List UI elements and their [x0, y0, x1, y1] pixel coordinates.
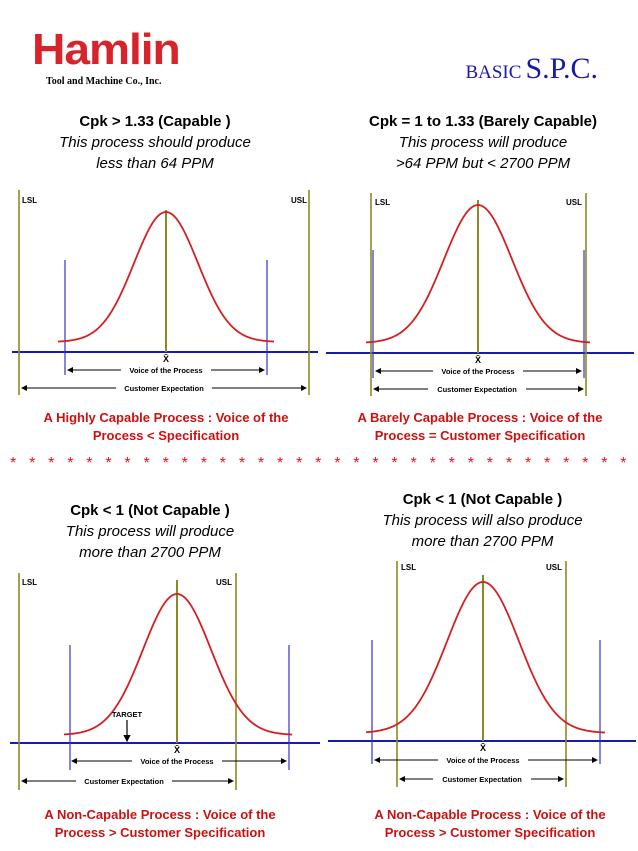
- panel-3-caption-line1: A Non-Capable Process : Voice of the: [44, 807, 276, 822]
- xbar-label-2: X̄: [475, 355, 481, 365]
- panel-2-cpk: Cpk = 1 to 1.33 (Barely Capable): [368, 113, 597, 130]
- logo-subtitle: Tool and Machine Co., Inc.: [46, 76, 162, 87]
- company-logo: Hamlin Tool and Machine Co., Inc.: [32, 25, 202, 88]
- usl-label-3: USL: [216, 578, 232, 587]
- panel-2-line3: >64 PPM but < 2700 PPM: [395, 155, 571, 172]
- diagram-1: LSL USL X̄ Voice of the Process Customer…: [12, 190, 318, 395]
- lsl-label-1: LSL: [22, 196, 37, 205]
- panel-3-cpk: Cpk < 1 (Not Capable ): [70, 502, 230, 519]
- panel-1-caption: A Highly Capable Process : Voice of the …: [18, 409, 314, 445]
- usl-label-2: USL: [566, 198, 582, 207]
- customer-label-bg-4: [433, 773, 531, 784]
- diagram-2: LSL USL X̄ Voice of the Process Customer…: [326, 193, 634, 396]
- customer-label-2: Customer Expectation: [437, 385, 517, 394]
- customer-label-bg-3: [76, 775, 172, 786]
- panel-4-line3: more than 2700 PPM: [411, 533, 554, 550]
- bell-curve-4: [365, 581, 606, 734]
- customer-label-bg-1: [116, 382, 212, 393]
- panel-4-caption: A Non-Capable Process : Voice of the Pro…: [342, 806, 638, 842]
- voice-label-bg-4: [438, 754, 528, 765]
- panel-3-heading: Cpk < 1 (Not Capable ) This process will…: [25, 500, 275, 563]
- xbar-label-4: X̄: [480, 743, 486, 753]
- panel-2-caption-line1: A Barely Capable Process : Voice of the: [357, 410, 603, 425]
- panel-1-caption-line2: Process < Specification: [92, 428, 240, 443]
- bell-curve-2: [365, 204, 591, 344]
- customer-label-4: Customer Expectation: [442, 775, 522, 784]
- diagram-3: LSL USL TARGET X̄ Voice of the Process C…: [10, 573, 320, 790]
- xbar-label-1: X̄: [163, 354, 169, 364]
- bell-curve-1: [57, 211, 275, 343]
- usl-label-1: USL: [291, 196, 307, 205]
- lsl-label-3: LSL: [22, 578, 37, 587]
- voice-label-2: Voice of the Process: [441, 367, 514, 376]
- panel-4-caption-line1: A Non-Capable Process : Voice of the: [374, 807, 606, 822]
- usl-label-4: USL: [546, 563, 562, 572]
- panel-2-caption: A Barely Capable Process : Voice of the …: [332, 409, 628, 445]
- panel-1-line3: less than 64 PPM: [96, 155, 214, 172]
- panel-4-line2: This process will also produce: [382, 512, 583, 529]
- panel-3-caption-line2: Process > Customer Specification: [54, 825, 266, 840]
- title-spc: S.P.C.: [525, 52, 598, 85]
- panel-1-cpk: Cpk > 1.33 (Capable ): [79, 113, 231, 130]
- diagram-4: LSL USL X̄ Voice of the Process Customer…: [328, 561, 636, 787]
- voice-label-1: Voice of the Process: [129, 366, 202, 375]
- panel-1-caption-line1: A Highly Capable Process : Voice of the: [43, 410, 289, 425]
- panel-3-caption: A Non-Capable Process : Voice of the Pro…: [12, 806, 308, 842]
- panel-3-line2: This process will produce: [65, 523, 235, 540]
- customer-label-3: Customer Expectation: [84, 777, 164, 786]
- xbar-label-3: X̄: [174, 745, 180, 755]
- panel-2-heading: Cpk = 1 to 1.33 (Barely Capable) This pr…: [338, 111, 628, 174]
- panel-4-caption-line2: Process > Customer Specification: [384, 825, 596, 840]
- title-basic: BASIC: [465, 62, 522, 83]
- panel-1-line2: This process should produce: [59, 134, 251, 151]
- target-label: TARGET: [112, 710, 143, 719]
- voice-label-3: Voice of the Process: [140, 757, 213, 766]
- logo-wordmark: Hamlin: [32, 25, 181, 74]
- panel-1-heading: Cpk > 1.33 (Capable ) This process shoul…: [30, 111, 280, 174]
- bell-curve-3: [63, 593, 293, 736]
- lsl-label-2: LSL: [375, 198, 390, 207]
- voice-label-bg-2: [433, 365, 523, 376]
- lsl-label-4: LSL: [401, 563, 416, 572]
- star-separator: * * * * * * * * * * * * * * * * * * * * …: [10, 455, 632, 472]
- voice-label-bg-3: [132, 755, 222, 766]
- panel-4-heading: Cpk < 1 (Not Capable ) This process will…: [340, 489, 625, 552]
- voice-label-4: Voice of the Process: [446, 756, 519, 765]
- page-title: BASIC S.P.C.: [465, 52, 598, 86]
- panel-4-cpk: Cpk < 1 (Not Capable ): [402, 491, 563, 508]
- customer-label-1: Customer Expectation: [124, 384, 204, 393]
- customer-label-bg-2: [428, 383, 526, 394]
- panel-2-caption-line2: Process = Customer Specification: [374, 428, 586, 443]
- voice-label-bg-1: [121, 364, 211, 375]
- panel-3-line3: more than 2700 PPM: [79, 544, 221, 561]
- panel-2-line2: This process will produce: [398, 134, 568, 151]
